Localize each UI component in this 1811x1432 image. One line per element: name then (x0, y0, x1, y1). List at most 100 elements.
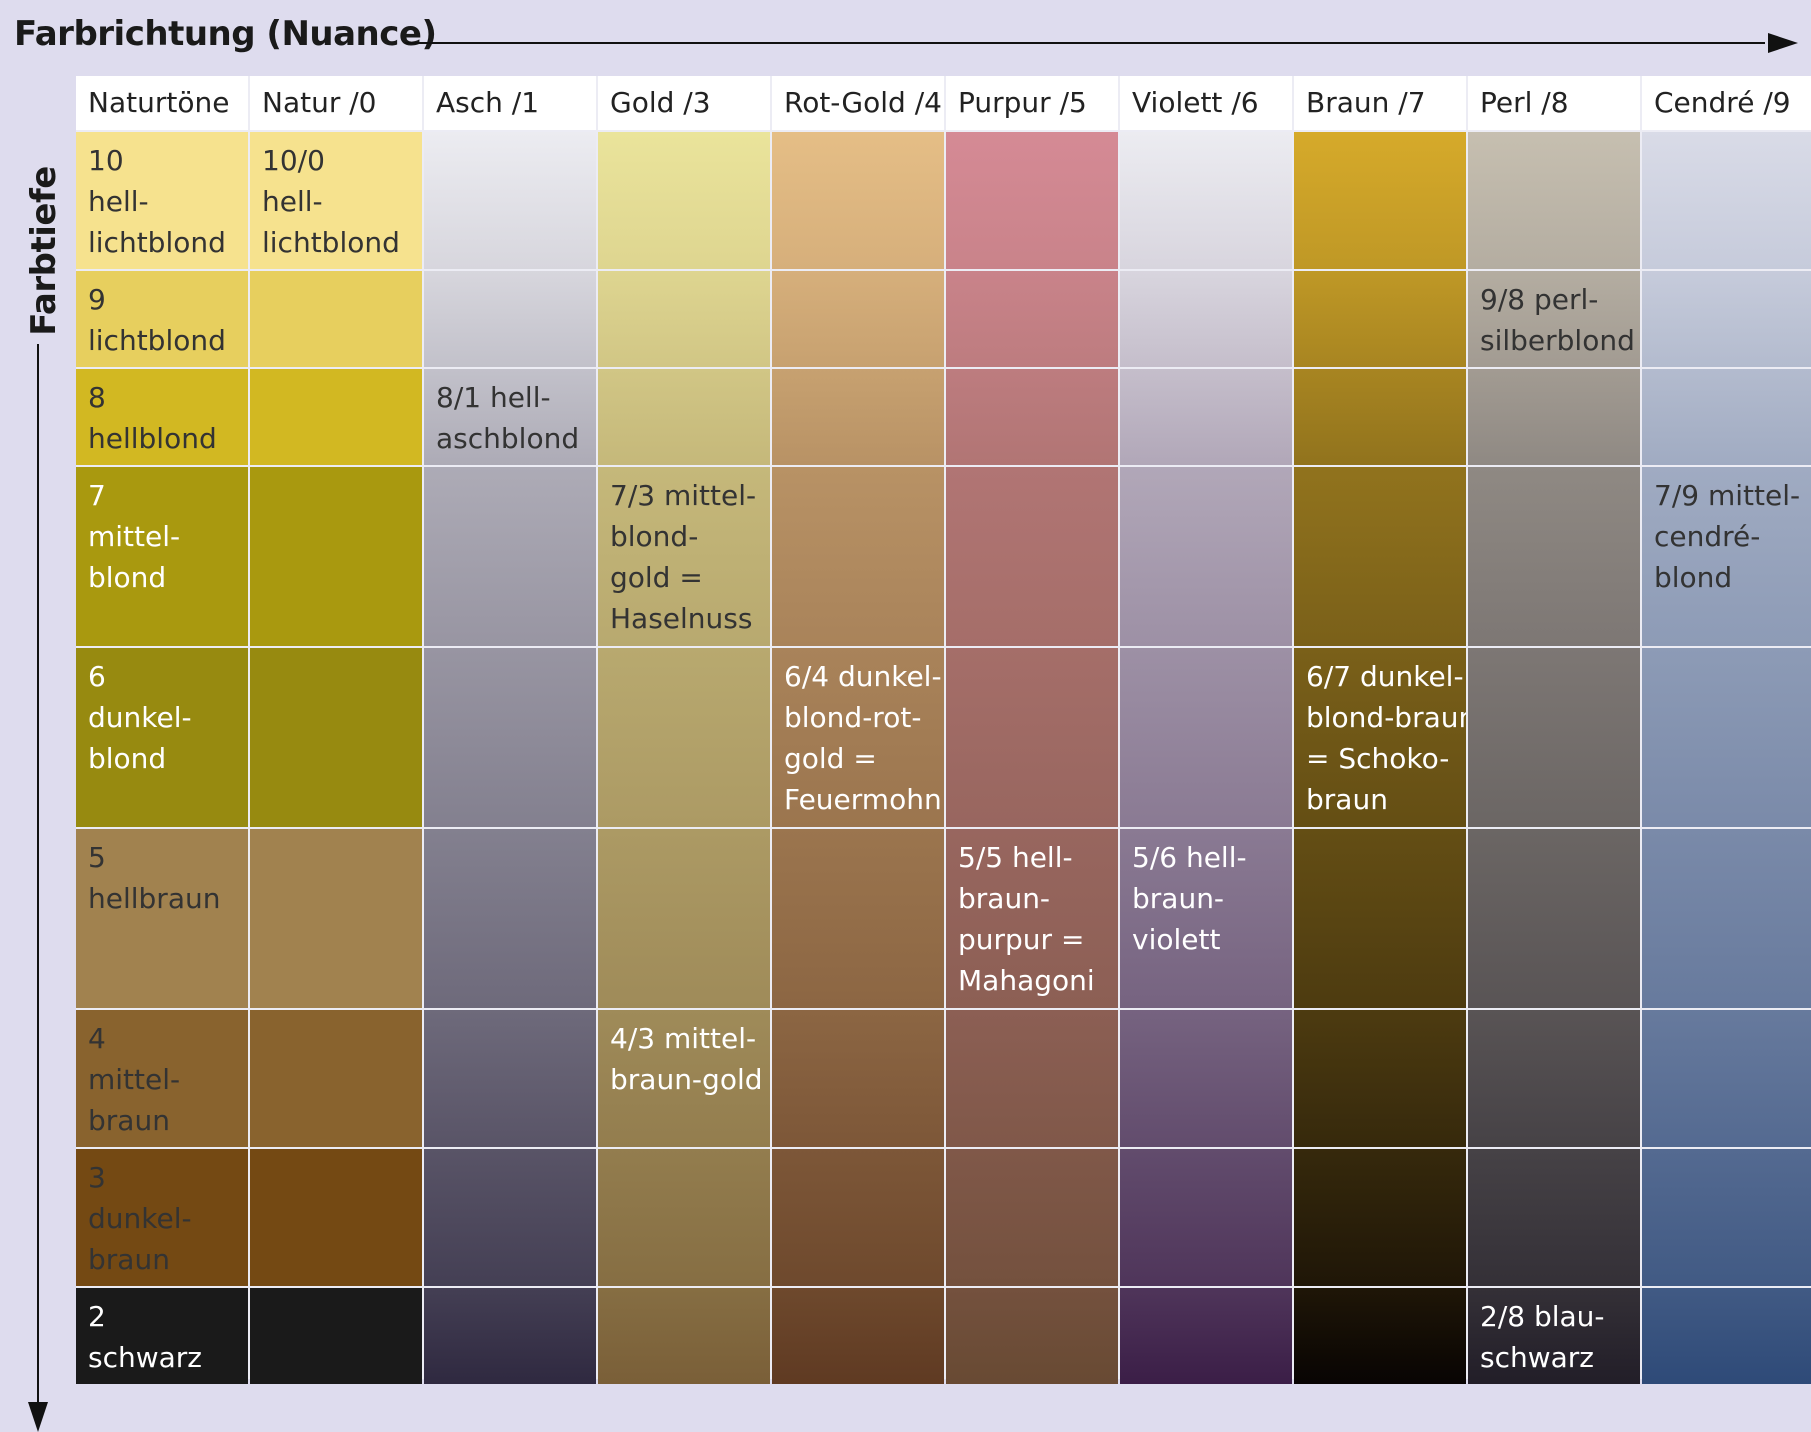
column-header: Rot-Gold /4 (772, 76, 944, 130)
swatch-cell (598, 648, 770, 827)
swatch-cell (598, 1149, 770, 1286)
swatch-cell (772, 271, 944, 367)
swatch-cell (1294, 369, 1466, 465)
column-header: Cendré /9 (1642, 76, 1811, 130)
swatch-cell (1642, 132, 1811, 269)
swatch-cell (424, 132, 596, 269)
swatch-cell (1468, 1010, 1640, 1147)
swatch-cell (424, 829, 596, 1008)
column-header: Asch /1 (424, 76, 596, 130)
swatch-cell: 9/8 perl- silberblond (1468, 271, 1640, 367)
swatch-cell: 10 hell- lichtblond (76, 132, 248, 269)
column-header: Naturtöne (76, 76, 248, 130)
swatch-cell (1294, 271, 1466, 367)
depth-sidebar: Farbtiefe (0, 76, 76, 1432)
swatch-cell (1642, 1288, 1811, 1384)
swatch-cell (772, 467, 944, 646)
swatch-cell (598, 1288, 770, 1384)
swatch-cell: 10/0 hell- lichtblond (250, 132, 422, 269)
swatch-cell (1294, 132, 1466, 269)
swatch-cell (424, 271, 596, 367)
swatch-cell (250, 369, 422, 465)
column-header: Perl /8 (1468, 76, 1640, 130)
swatch-cell (946, 271, 1118, 367)
swatch-cell: 7 mittel- blond (76, 467, 248, 646)
swatch-cell (424, 1149, 596, 1286)
column-header: Gold /3 (598, 76, 770, 130)
swatch-cell (946, 132, 1118, 269)
swatch-cell (946, 369, 1118, 465)
swatch-cell (1120, 467, 1292, 646)
down-arrow-icon (28, 1402, 48, 1432)
swatch-cell (250, 1288, 422, 1384)
swatch-cell: 6/4 dunkel- blond-rot- gold = Feuermohn (772, 648, 944, 827)
swatch-cell: 5 hellbraun (76, 829, 248, 1008)
swatch-cell (1120, 132, 1292, 269)
column-header: Natur /0 (250, 76, 422, 130)
swatch-cell (1642, 271, 1811, 367)
swatch-cell (1120, 648, 1292, 827)
swatch-cell (1642, 648, 1811, 827)
swatch-cell (1294, 1288, 1466, 1384)
swatch-cell (250, 1010, 422, 1147)
swatch-cell: 8 hellblond (76, 369, 248, 465)
swatch-cell (1468, 369, 1640, 465)
swatch-cell (598, 132, 770, 269)
swatch-cell (772, 1288, 944, 1384)
swatch-cell (598, 271, 770, 367)
swatch-cell: 8/1 hell- aschblond (424, 369, 596, 465)
swatch-cell (1468, 132, 1640, 269)
column-header: Violett /6 (1120, 76, 1292, 130)
swatch-cell (1468, 648, 1640, 827)
swatch-cell: 7/9 mittel- cendré- blond (1642, 467, 1811, 646)
swatch-cell (250, 1149, 422, 1286)
swatch-cell: 6 dunkel- blond (76, 648, 248, 827)
right-arrow-icon (1768, 33, 1798, 53)
swatch-cell (946, 648, 1118, 827)
swatch-cell: 3 dunkel- braun (76, 1149, 248, 1286)
swatch-cell (946, 467, 1118, 646)
swatch-cell (1468, 467, 1640, 646)
swatch-cell (424, 648, 596, 827)
swatch-cell (772, 1010, 944, 1147)
swatch-cell: 5/6 hell- braun- violett (1120, 829, 1292, 1008)
swatch-cell (1120, 271, 1292, 367)
swatch-cell (1120, 369, 1292, 465)
swatch-cell (1294, 829, 1466, 1008)
swatch-cell (1468, 829, 1640, 1008)
direction-arrow-line (405, 42, 1765, 44)
swatch-cell: 2/8 blau- schwarz (1468, 1288, 1640, 1384)
depth-arrow-line (37, 344, 39, 1402)
swatch-cell (1294, 467, 1466, 646)
swatch-cell: 5/5 hell- braun- purpur = Mahagoni (946, 829, 1118, 1008)
swatch-cell (598, 369, 770, 465)
swatch-cell (250, 829, 422, 1008)
swatch-cell (1120, 1010, 1292, 1147)
swatch-cell (772, 829, 944, 1008)
swatch-cell: 4/3 mittel- braun-gold (598, 1010, 770, 1147)
swatch-cell: 4 mittel- braun (76, 1010, 248, 1147)
swatch-cell (1642, 1010, 1811, 1147)
swatch-cell (946, 1288, 1118, 1384)
swatch-cell (946, 1149, 1118, 1286)
swatch-cell (250, 467, 422, 646)
depth-title: Farbtiefe (24, 166, 64, 336)
swatch-cell (1294, 1149, 1466, 1286)
color-chart-grid: Naturtöne Natur /0 Asch /1 Gold /3 Rot-Gold … (76, 76, 1811, 1384)
swatch-cell (946, 1010, 1118, 1147)
swatch-cell: 2 schwarz (76, 1288, 248, 1384)
swatch-cell (772, 132, 944, 269)
direction-header: Farbrichtung (Nuance) (0, 0, 1811, 76)
swatch-cell (1642, 1149, 1811, 1286)
swatch-cell (598, 829, 770, 1008)
column-header: Purpur /5 (946, 76, 1118, 130)
swatch-cell (772, 369, 944, 465)
swatch-cell: 9 lichtblond (76, 271, 248, 367)
swatch-cell: 7/3 mittel- blond- gold = Haselnuss (598, 467, 770, 646)
swatch-cell (772, 1149, 944, 1286)
direction-title: Farbrichtung (Nuance) (14, 14, 437, 54)
swatch-cell (1294, 1010, 1466, 1147)
swatch-cell (1120, 1288, 1292, 1384)
swatch-cell (1642, 829, 1811, 1008)
swatch-cell (424, 1288, 596, 1384)
